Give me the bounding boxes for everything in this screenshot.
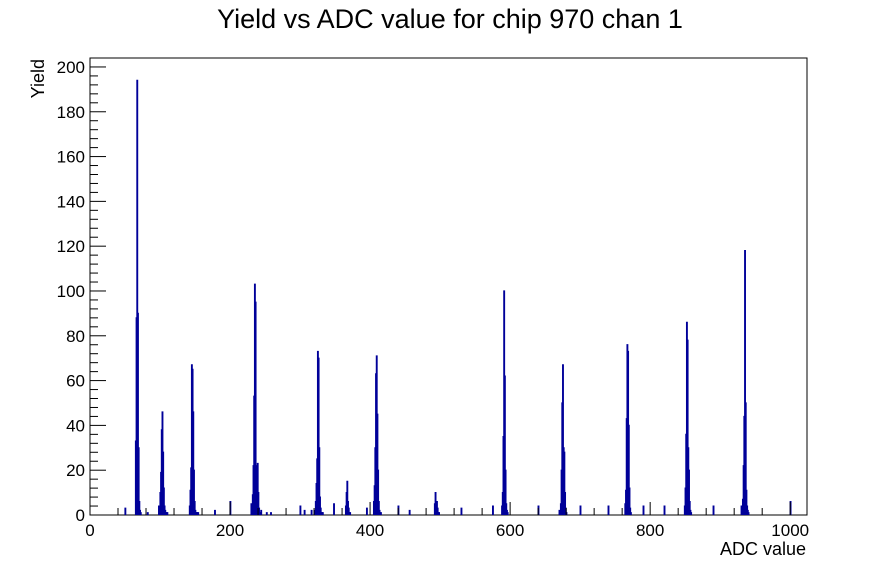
histogram-bin [333,503,335,515]
histogram-bin [250,503,253,515]
y-tick-label: 60 [66,372,85,391]
histogram-bin [436,507,439,515]
histogram-bin [492,505,494,515]
histogram-bin [663,505,666,515]
y-axis: 0 20 40 60 80 100 120 140 160 180 200 [57,57,106,525]
histogram-bin [136,79,139,515]
histogram-bin [690,512,693,515]
histogram-bin [254,301,257,515]
histogram-bin [139,512,142,515]
histogram-bin [166,512,169,515]
histogram-bin [504,469,507,515]
histogram-bin [376,413,379,515]
histogram-bin [310,509,313,515]
x-tick-label: 1000 [771,521,809,540]
histogram-bin [627,424,630,515]
x-tick-label: 800 [636,521,664,540]
histogram-bin [162,487,165,515]
x-tick-label: 400 [356,521,384,540]
histogram-bin [193,500,196,515]
histogram-bin [258,507,261,515]
y-axis-label: Yield [28,59,48,98]
histogram-bin [628,487,631,515]
histogram-bin [744,402,747,515]
histogram-bin [379,512,382,515]
x-axis: 0 200 400 600 800 1000 [85,502,809,540]
histogram-bin [629,512,632,515]
histogram-bin [740,505,743,515]
histogram-bin [319,507,322,515]
histogram-bin [686,339,689,515]
histogram-bin [137,447,140,515]
histogram-bin [162,451,165,515]
histogram-bin [346,480,349,515]
histogram-bin [299,505,302,515]
histogram-bin [642,505,645,515]
y-tick-label: 140 [57,192,85,211]
histogram-bin [688,469,690,515]
histogram-bars [124,79,792,515]
chart-title: Yield vs ADC value for chip 970 chan 1 [217,4,683,34]
histogram-bin [562,364,564,515]
y-tick-label: 120 [57,237,85,256]
histogram-bin [303,509,306,515]
histogram-bin [347,507,350,515]
plot-frame [89,57,808,516]
histogram-bin [563,451,566,515]
y-tick-label: 40 [66,416,85,435]
histogram-bin [214,509,216,515]
histogram-bin [365,507,368,515]
histogram-bin [319,496,321,515]
histogram-bin [146,512,149,515]
histogram-bin [257,492,260,515]
histogram-bin [192,411,195,515]
histogram-bin [193,469,195,515]
histogram-bin [317,357,320,515]
y-tick-label: 180 [57,103,85,122]
x-tick-label: 200 [216,521,244,540]
y-tick-label: 200 [57,58,85,77]
histogram-bin [688,500,691,515]
histogram-bin [744,250,746,515]
histogram-bin [377,469,380,515]
y-tick-label: 160 [57,148,85,167]
histogram-bin [607,505,610,515]
histogram-bin [503,375,506,515]
histogram-bin [629,507,632,515]
histogram-bin [197,512,200,515]
y-tick-label: 0 [76,506,85,525]
histogram-bin [747,512,750,515]
histogram-bin [318,447,321,515]
histogram-bin [579,505,582,515]
y-tick-label: 20 [66,461,85,480]
histogram-bin [408,509,411,515]
histogram-bin [137,312,139,515]
histogram-bin [745,489,748,515]
x-tick-label: 0 [85,521,94,540]
x-tick-label: 600 [496,521,524,540]
histogram-bin [260,509,263,515]
histogram-bin [265,512,268,515]
histogram-bin [564,492,567,515]
y-tick-label: 80 [66,327,85,346]
histogram-bin [460,507,463,515]
histogram-bin [377,500,380,515]
histogram-bin [124,507,127,515]
histogram-bin [506,512,509,515]
y-tick-label: 100 [57,282,85,301]
histogram-bin [712,505,715,515]
histogram-bin [256,462,259,515]
histogram-bin [321,512,324,515]
histogram-bin [158,505,160,515]
histogram-bin [438,512,440,515]
histogram-bin [270,512,272,515]
histogram-bin [138,500,141,515]
histogram-bin [349,512,352,515]
histogram-bin [558,509,561,515]
histogram-bin [505,503,508,515]
x-axis-label: ADC value [720,539,806,559]
